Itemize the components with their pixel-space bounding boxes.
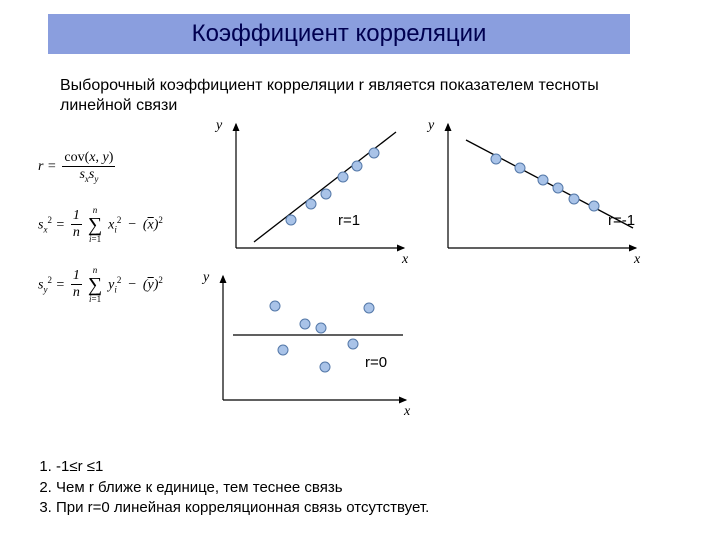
formula-r: r = cov(x, y) sxsy <box>38 150 208 184</box>
formula-sy2: sy2 = 1n n∑i=1 yi2 − (y)2 <box>38 266 208 304</box>
note-2: Чем r ближе к единице, тем теснее связь <box>56 478 429 498</box>
note-1: -1≤r ≤1 <box>56 457 429 477</box>
note-3: При r=0 линейная корреляционная связь от… <box>56 498 429 518</box>
axis-label-x: x <box>634 252 640 268</box>
r-value-label: r=1 <box>338 212 360 229</box>
chart-positive: yxr=1 <box>228 120 408 260</box>
formula-sx2: sx2 = 1n n∑i=1 xi2 − (x)2 <box>38 206 208 244</box>
r-value-label: r=0 <box>365 354 387 371</box>
axis-label-y: y <box>203 270 209 286</box>
chart-zero: yxr=0 <box>215 272 410 412</box>
footer-notes: -1≤r ≤1 Чем r ближе к единице, тем тесне… <box>34 457 429 518</box>
axis-label-y: y <box>428 118 434 134</box>
chart-negative: yxr=-1 <box>440 120 640 260</box>
axis-label-x: x <box>402 252 408 268</box>
formula-block: r = cov(x, y) sxsy sx2 = 1n n∑i=1 xi2 − … <box>38 150 208 350</box>
page-title: Коэффициент корреляции <box>192 20 487 48</box>
title-bar: Коэффициент корреляции <box>48 14 630 54</box>
intro-text: Выборочный коэффициент корреляции r явля… <box>60 76 660 116</box>
r-value-label: r=-1 <box>608 212 635 229</box>
axis-label-x: x <box>404 404 410 420</box>
axis-label-y: y <box>216 118 222 134</box>
